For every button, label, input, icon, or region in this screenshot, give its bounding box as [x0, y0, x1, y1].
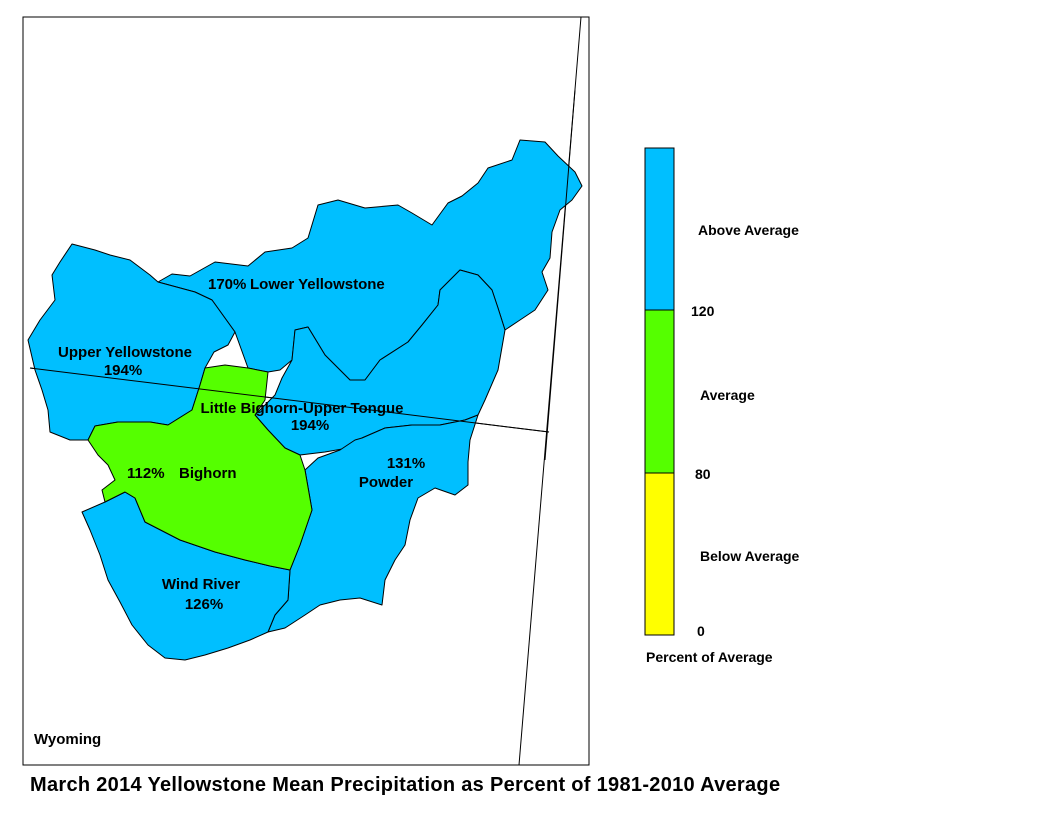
label-powder-percent: 131%: [387, 455, 425, 472]
map-title: March 2014 Yellowstone Mean Precipitatio…: [30, 774, 781, 796]
label-powder-name: Powder: [359, 474, 413, 491]
state-label: Wyoming: [34, 731, 101, 748]
label-upper-yellowstone-percent: 194%: [104, 362, 142, 379]
basin-bighorn[interactable]: [87, 364, 313, 571]
legend-label-average: Average: [700, 387, 755, 403]
label-bighorn-percent: 112%: [127, 465, 165, 482]
label-lower-yellowstone-percent: 170%: [208, 276, 246, 293]
legend-swatch-average: [644, 309, 675, 474]
legend: Above Average Average Below Average 120 …: [644, 147, 800, 665]
label-wind-river-percent: 126%: [185, 596, 223, 613]
label-bighorn-name: Bighorn: [179, 465, 237, 482]
legend-label-above-average: Above Average: [698, 222, 799, 238]
label-upper-yellowstone-name: Upper Yellowstone: [58, 344, 192, 361]
legend-label-below-average: Below Average: [700, 548, 800, 564]
label-little-bighorn-name: Little Bighorn-Upper Tongue: [200, 400, 403, 417]
legend-swatch-above-average: [644, 147, 675, 311]
wyoming-east-border-overlay: [544, 89, 576, 461]
label-wind-river-name: Wind River: [162, 576, 240, 593]
label-lower-yellowstone-name: Lower Yellowstone: [250, 276, 385, 293]
legend-swatch-below-average: [644, 472, 675, 636]
legend-title: Percent of Average: [646, 649, 773, 665]
legend-break-120: 120: [691, 303, 715, 319]
wyoming-north-border: [29, 367, 550, 433]
legend-break-0: 0: [697, 623, 705, 639]
legend-break-80: 80: [695, 466, 711, 482]
label-little-bighorn-percent: 194%: [291, 417, 329, 434]
